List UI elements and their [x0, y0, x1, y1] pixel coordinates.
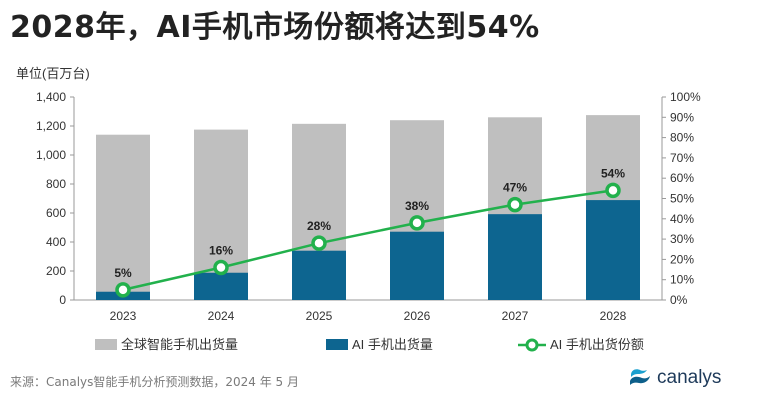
y-right-tick-label: 100% [670, 90, 701, 104]
bar-ai-shipments [488, 214, 542, 300]
legend-swatch-ai [326, 339, 348, 350]
data-label-ai-share: 47% [503, 181, 527, 195]
y-right-tick-label: 90% [670, 110, 694, 124]
y-right-tick-label: 60% [670, 171, 694, 185]
x-tick-label: 2024 [208, 309, 235, 323]
y-left-tick-label: 400 [46, 235, 66, 249]
y-left-tick-label: 1,400 [36, 90, 66, 104]
point-ai-share [115, 282, 131, 298]
canalys-logo-icon [630, 369, 650, 385]
legend-label-share: AI 手机出货份额 [550, 337, 644, 352]
y-left-tick-label: 600 [46, 206, 66, 220]
page-title: 2028年，AI手机市场份额将达到54% [10, 10, 540, 45]
plot-area: 0 200 400 600 800 1,000 1,200 1,400 0% 10% 20% 30% 4… [36, 90, 701, 323]
x-tick-label: 2028 [600, 309, 627, 323]
legend-label-ai: AI 手机出货量 [352, 337, 433, 352]
bar-total-shipments [96, 134, 150, 300]
x-tick-label: 2026 [404, 309, 431, 323]
point-ai-share [605, 182, 621, 199]
point-ai-share [409, 215, 425, 231]
y-right-tick-label: 20% [670, 252, 694, 266]
legend: 全球智能手机出货量 AI 手机出货量 AI 手机出货份额 [95, 337, 644, 352]
y-right-tick-label: 30% [670, 232, 694, 246]
y-right-tick-label: 10% [670, 273, 694, 287]
bar-ai-shipments [292, 250, 346, 300]
data-label-ai-share: 54% [601, 166, 625, 180]
source-note: 来源：Canalys智能手机分析预测数据，2024 年 5 月 [10, 375, 299, 389]
y-right-tick-label: 0% [670, 293, 688, 307]
y-right-tick-label: 70% [670, 151, 694, 165]
point-ai-share [507, 196, 523, 213]
data-label-ai-share: 28% [307, 219, 331, 233]
x-tick-label: 2027 [502, 309, 529, 323]
data-label-ai-share: 5% [114, 266, 132, 280]
brand-name: canalys [657, 367, 722, 388]
chart: 单位(百万台) 0 200 400 600 800 1,000 1,200 1,400 0% 10… [16, 66, 701, 352]
y-left-tick-label: 200 [46, 264, 66, 278]
y-right-tick-label: 40% [670, 212, 694, 226]
line-ai-share [122, 189, 614, 292]
x-tick-label: 2023 [110, 309, 137, 323]
legend-swatch-share-marker [525, 338, 539, 352]
y-right-tick-label: 50% [670, 192, 694, 206]
y-left-tick-label: 1,200 [36, 119, 66, 133]
data-label-ai-share: 38% [405, 199, 429, 213]
bar-ai-shipments [390, 231, 444, 300]
brand-logo: canalys [627, 365, 721, 391]
legend-label-total: 全球智能手机出货量 [121, 337, 238, 352]
point-ai-share [311, 235, 327, 251]
y-left-tick-label: 0 [59, 293, 66, 307]
legend-swatch-total [95, 339, 117, 350]
x-tick-label: 2025 [306, 309, 333, 323]
y-left-tick-label: 800 [46, 177, 66, 191]
y-left-tick-label: 1,000 [36, 148, 66, 162]
y-axis-unit-label: 单位(百万台) [16, 66, 90, 81]
point-ai-share [213, 259, 229, 276]
y-right-tick-label: 80% [670, 131, 694, 145]
data-label-ai-share: 16% [209, 244, 233, 258]
bar-ai-shipments [586, 200, 640, 300]
bar-ai-shipments [194, 272, 248, 300]
